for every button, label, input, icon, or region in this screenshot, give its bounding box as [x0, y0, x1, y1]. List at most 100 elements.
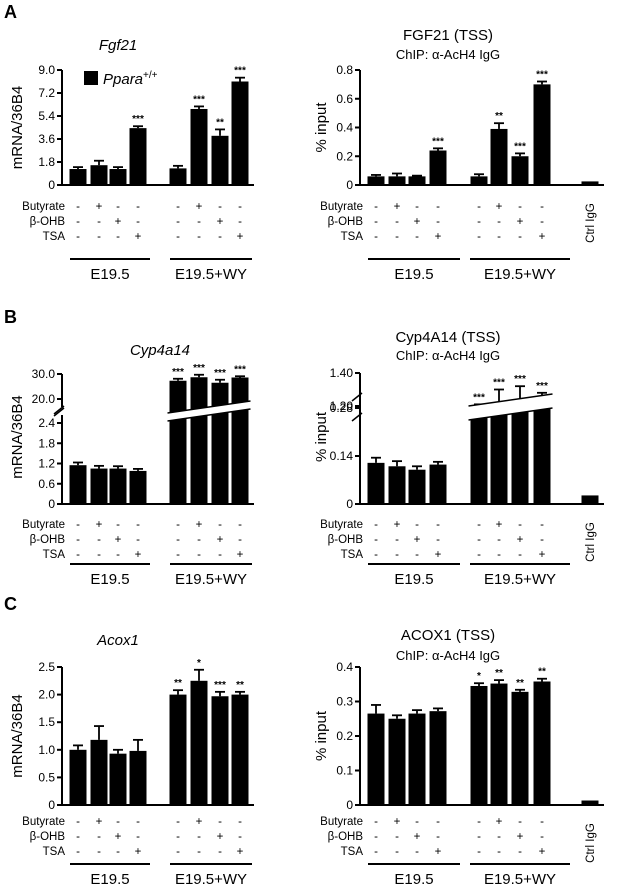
bar [388, 466, 406, 504]
axis-break-edge [468, 407, 553, 421]
condition-symbol: - [76, 846, 80, 858]
condition-symbol: - [518, 816, 522, 828]
bar [533, 84, 551, 185]
bar [367, 462, 385, 504]
y-tick-label: 0 [346, 178, 353, 192]
condition-symbol: - [518, 549, 522, 561]
condition-symbol: - [540, 831, 544, 843]
condition-symbol: - [97, 534, 101, 546]
condition-symbol: - [76, 534, 80, 546]
chart-subtitle: ChIP: α-AcH4 IgG [396, 47, 500, 62]
bar [211, 382, 229, 504]
y-tick-label: 0.2 [336, 149, 353, 163]
group-label: E19.5 [90, 871, 129, 888]
chart-cyp4a14-mrna: Cyp4a14 mRNA/36B4 0 0.6 1.2 1.8 2.4 20.0 30.0 ***… [9, 342, 254, 588]
bar [388, 176, 406, 185]
bar [231, 81, 249, 185]
condition-symbol: - [76, 816, 80, 828]
condition-symbol: - [136, 831, 140, 843]
condition-symbol: - [477, 216, 481, 228]
legend-label-main: Ppara [103, 71, 143, 88]
y-tick-label: 0.6 [38, 477, 55, 491]
condition-symbol: - [374, 549, 378, 561]
condition-symbol: + [394, 201, 401, 213]
bar [470, 409, 488, 504]
condition-label: Butyrate [22, 519, 65, 531]
y-tick-label: 0 [48, 178, 55, 192]
significance-label: *** [214, 680, 226, 691]
condition-symbol: - [176, 549, 180, 561]
condition-symbol: + [435, 231, 442, 243]
y-tick-label: 0.8 [336, 63, 353, 77]
group-label: E19.5+WY [484, 266, 556, 283]
condition-symbol: - [97, 216, 101, 228]
significance-label: *** [172, 367, 184, 378]
bar [367, 176, 385, 185]
condition-symbol: - [395, 534, 399, 546]
condition-symbol: - [477, 816, 481, 828]
condition-symbol: - [116, 549, 120, 561]
bar [190, 108, 208, 185]
group-label: E19.5 [90, 266, 129, 283]
significance-label: *** [514, 141, 526, 152]
bar [533, 681, 551, 805]
condition-symbol: + [517, 534, 524, 546]
condition-symbol: - [116, 846, 120, 858]
condition-symbol: - [518, 846, 522, 858]
condition-symbol: + [517, 831, 524, 843]
significance-label: *** [234, 364, 246, 375]
condition-symbol: - [218, 201, 222, 213]
condition-symbol: - [176, 216, 180, 228]
condition-symbol: - [497, 846, 501, 858]
bar [408, 176, 426, 185]
significance-label: *** [473, 392, 485, 403]
condition-symbol: - [76, 831, 80, 843]
bar [429, 464, 447, 504]
group-label: E19.5+WY [175, 871, 247, 888]
chart-acox1-chip: ACOX1 (TSS) ChIP: α-AcH4 IgG % input 0 0.1 0.… [313, 627, 604, 888]
condition-symbol: - [436, 519, 440, 531]
condition-symbol: - [176, 519, 180, 531]
condition-symbol: - [136, 519, 140, 531]
condition-symbol: - [395, 216, 399, 228]
y-axis-label: % input [313, 710, 330, 761]
condition-symbol: - [477, 201, 481, 213]
bar [69, 465, 87, 504]
condition-symbol: + [217, 831, 224, 843]
bar [490, 406, 508, 504]
bar [169, 380, 187, 504]
condition-symbol: + [96, 816, 103, 828]
y-tick-label: 0.4 [336, 121, 353, 135]
condition-symbol: - [477, 549, 481, 561]
bar [90, 468, 108, 504]
condition-symbol: - [76, 519, 80, 531]
condition-label: Butyrate [320, 519, 363, 531]
condition-symbol: - [415, 846, 419, 858]
bar [429, 711, 447, 805]
condition-symbol: - [176, 831, 180, 843]
condition-symbol: + [237, 231, 244, 243]
condition-symbol: - [136, 216, 140, 228]
bar [109, 753, 127, 805]
y-axis-label: mRNA/36B4 [9, 86, 26, 169]
condition-symbol: - [176, 846, 180, 858]
significance-label: *** [193, 363, 205, 374]
condition-symbol: + [539, 231, 546, 243]
condition-symbol: - [238, 816, 242, 828]
axis-break-band [468, 394, 553, 420]
significance-label: * [477, 671, 481, 682]
group-label: E19.5+WY [484, 571, 556, 588]
y-tick-label: 3.6 [38, 132, 55, 146]
chart-cyp4a14-chip: Cyp4A14 (TSS) ChIP: α-AcH4 IgG % input 0 0.1… [313, 329, 604, 588]
condition-symbol: - [497, 831, 501, 843]
condition-symbol: - [176, 231, 180, 243]
condition-label: TSA [43, 231, 66, 243]
condition-symbol: - [116, 231, 120, 243]
y-tick-label: 1.2 [38, 457, 55, 471]
condition-symbol: - [116, 519, 120, 531]
condition-symbol: - [395, 549, 399, 561]
condition-symbol: + [135, 549, 142, 561]
condition-symbol: - [176, 201, 180, 213]
bar [190, 377, 208, 504]
condition-symbol: - [76, 549, 80, 561]
